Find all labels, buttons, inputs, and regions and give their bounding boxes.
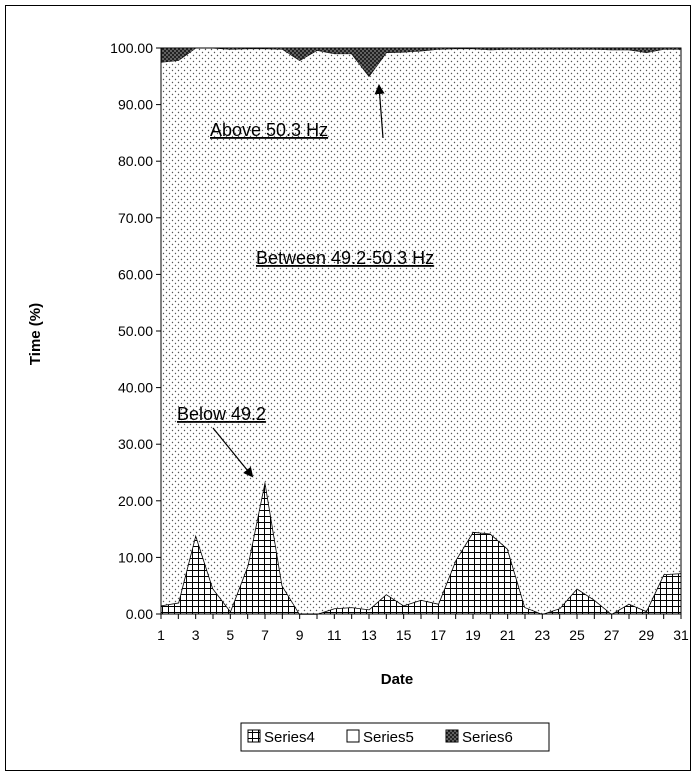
legend-label-series5: Series5 — [363, 729, 414, 746]
x-tick-label: 3 — [192, 627, 200, 643]
y-tick-label: 20.00 — [118, 493, 153, 509]
x-tick-label: 13 — [361, 627, 377, 643]
y-tick-label: 90.00 — [118, 97, 153, 113]
annotation-above-arrow — [374, 84, 385, 139]
x-tick-label: 19 — [465, 627, 481, 643]
chart-frame: 0.00 10.00 20.00 30.00 40.00 50.00 60.00 70.00 8… — [5, 5, 691, 771]
y-tick-label: 0.00 — [126, 606, 153, 622]
legend-item-series6: Series6 — [445, 729, 513, 746]
x-tick-label: 7 — [261, 627, 269, 643]
x-axis-title: Date — [381, 671, 414, 688]
y-axis-title: Time (%) — [27, 303, 44, 365]
annotation-below: Below 49.2 — [177, 404, 266, 424]
legend-swatch-series5 — [346, 729, 360, 743]
legend-swatch-series6 — [445, 729, 459, 743]
x-tick-label: 25 — [569, 627, 585, 643]
legend-item-series5: Series5 — [346, 729, 414, 746]
annotation-between: Between 49.2-50.3 Hz — [256, 248, 434, 268]
y-tick-label: 80.00 — [118, 153, 153, 169]
legend: Series4 Series5 Series6 — [240, 722, 550, 752]
annotation-below-arrow — [212, 427, 254, 478]
y-tick-label: 60.00 — [118, 266, 153, 282]
y-tick-label: 30.00 — [118, 436, 153, 452]
legend-swatch-series4 — [247, 729, 261, 743]
x-tick-label: 21 — [500, 627, 516, 643]
legend-item-series4: Series4 — [247, 729, 315, 746]
y-tick-label: 10.00 — [118, 549, 153, 565]
area-series4 — [161, 480, 681, 614]
y-tick-label: 40.00 — [118, 380, 153, 396]
chart: 0.00 10.00 20.00 30.00 40.00 50.00 60.00 70.00 8… — [27, 40, 689, 752]
area-series5 — [161, 48, 681, 614]
x-tick-label: 29 — [639, 627, 655, 643]
x-tick-label: 9 — [296, 627, 304, 643]
x-tick-label: 15 — [396, 627, 412, 643]
x-tick-label: 31 — [673, 627, 689, 643]
y-tick-label: 100.00 — [110, 40, 153, 56]
x-tick-label: 17 — [431, 627, 447, 643]
axes — [156, 47, 682, 619]
x-tick-label: 23 — [535, 627, 551, 643]
x-tick-label: 11 — [327, 627, 342, 643]
legend-label-series6: Series6 — [462, 729, 513, 746]
legend-label-series4: Series4 — [264, 729, 315, 746]
x-tick-labels: 1 3 5 7 9 11 13 15 17 19 21 23 25 27 29 31 — [157, 627, 689, 643]
annotation-above: Above 50.3 Hz — [210, 120, 328, 140]
y-tick-label: 70.00 — [118, 210, 153, 226]
x-tick-label: 1 — [157, 627, 165, 643]
x-tick-label: 5 — [226, 627, 234, 643]
x-tick-label: 27 — [604, 627, 620, 643]
y-tick-labels: 0.00 10.00 20.00 30.00 40.00 50.00 60.00 70.00 8… — [110, 40, 153, 622]
y-tick-label: 50.00 — [118, 323, 153, 339]
